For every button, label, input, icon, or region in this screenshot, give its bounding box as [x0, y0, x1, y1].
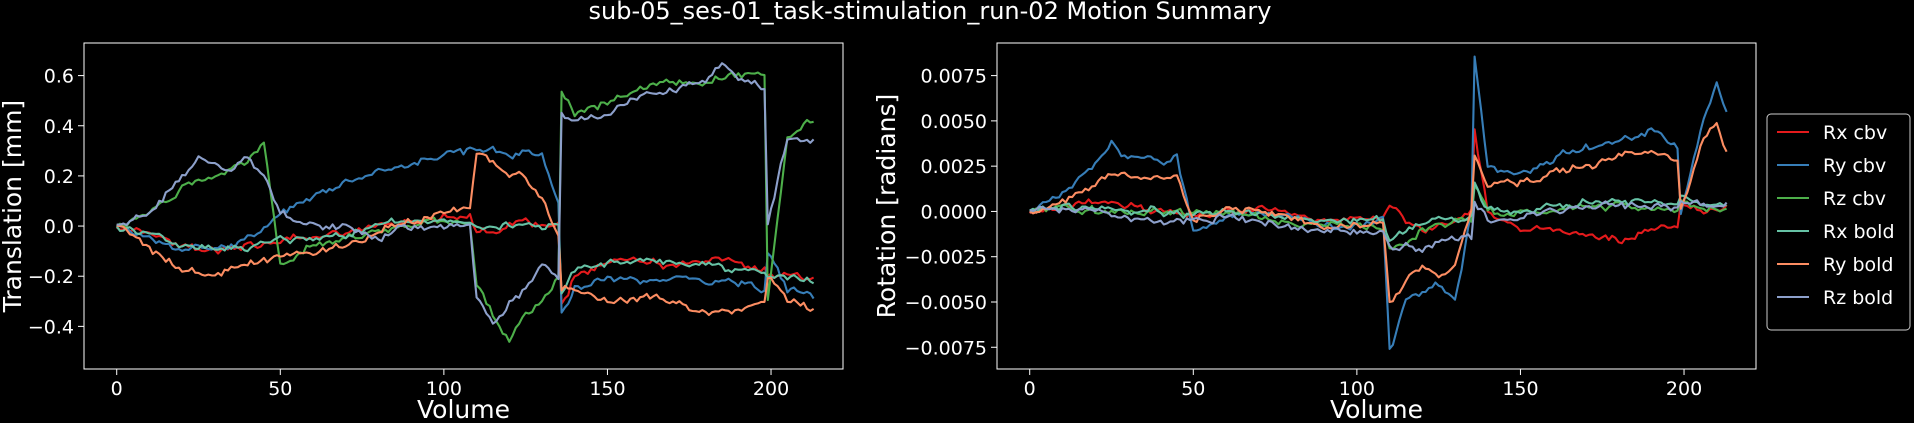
legend-label: Rz bold	[1823, 287, 1893, 309]
series-line-rx-bold	[1029, 181, 1727, 242]
series-line-ry-bold	[1029, 121, 1728, 304]
y-tick-label: −0.0025	[905, 247, 987, 269]
x-tick-label: 50	[1181, 378, 1205, 400]
axes-frame	[996, 42, 1757, 370]
y-tick-label: −0.0075	[905, 337, 987, 359]
axes-frame	[83, 42, 844, 370]
x-tick-label: 150	[589, 378, 625, 400]
series-line-translation-4	[115, 217, 815, 295]
chart-panel-1: 0 50 100 150 200 −0.4 −0.2 0.0 0.2 0.4 0.6 Volume Tr…	[0, 42, 844, 423]
legend-label: Rx cbv	[1823, 122, 1887, 144]
y-tick-label: 0.0	[44, 216, 74, 238]
x-tick-label: 50	[268, 378, 292, 400]
y-tick-label: −0.0050	[905, 292, 987, 314]
y-tick-label: 0.4	[44, 116, 74, 138]
series-line-rz-bold	[1029, 199, 1728, 253]
y-tick-label: −0.4	[28, 316, 74, 338]
x-tick-label: 200	[753, 378, 789, 400]
x-axis-label: Volume	[417, 395, 510, 423]
figure-title: sub-05_ses-01_task-stimulation_run-02 Mo…	[589, 0, 1272, 25]
x-axis-label: Volume	[1330, 395, 1423, 423]
y-axis-label: Translation [mm]	[0, 100, 27, 313]
legend-label: Rz cbv	[1823, 188, 1886, 210]
x-tick-label: 100	[1339, 378, 1375, 400]
y-tick-label: −0.2	[28, 266, 74, 288]
x-tick-label: 100	[426, 378, 462, 400]
chart-panel-2: 0 50 100 150 200 −0.0075 −0.0050 −0.0025 0.0000 0…	[872, 42, 1911, 423]
x-tick-label: 0	[111, 378, 123, 400]
legend-label: Rx bold	[1823, 221, 1895, 243]
y-axis-label: Rotation [radians]	[872, 94, 901, 319]
chart-panels: 0 50 100 150 200 −0.4 −0.2 0.0 0.2 0.4 0.6 Volume Tr…	[0, 42, 1911, 423]
y-tick-label: 0.0050	[921, 111, 987, 133]
series-lines	[1029, 55, 1728, 350]
y-tick-label: 0.0000	[921, 201, 987, 223]
x-tick-label: 150	[1502, 378, 1538, 400]
x-tick-label: 0	[1024, 378, 1036, 400]
y-tick-label: 0.0075	[921, 66, 987, 88]
legend-box	[1766, 113, 1911, 331]
series-line-translation-6	[116, 62, 815, 325]
series-lines	[115, 62, 815, 343]
y-tick-label: 0.2	[44, 166, 74, 188]
y-tick-label: 0.0025	[921, 156, 987, 178]
legend-label: Ry cbv	[1823, 155, 1886, 177]
legend: Rx cbv Ry cbv Rz cbv Rx bold Ry bold Rz bold	[1766, 113, 1911, 331]
series-line-translation-5	[116, 152, 815, 317]
legend-label: Ry bold	[1823, 254, 1893, 276]
x-tick-label: 200	[1666, 378, 1702, 400]
y-tick-label: 0.6	[44, 66, 74, 88]
series-line-rz-cbv	[1029, 184, 1727, 250]
